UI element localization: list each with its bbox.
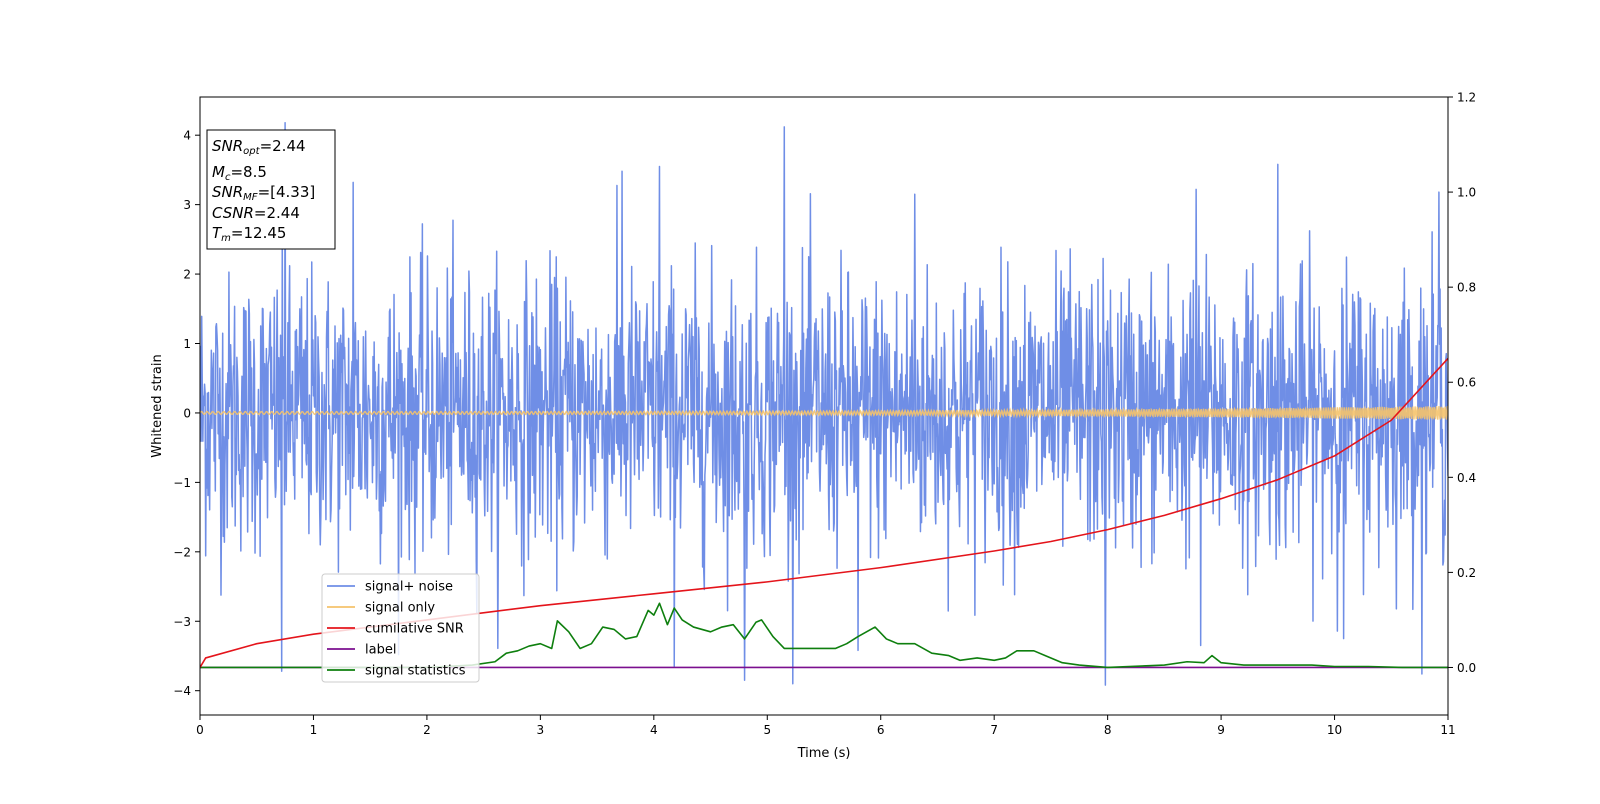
y-tick-label-left: 1 bbox=[183, 337, 191, 351]
x-axis-label: Time (s) bbox=[797, 746, 851, 761]
y-tick-label-left: 4 bbox=[183, 129, 191, 143]
annotation-frame bbox=[206, 129, 336, 250]
x-tick-label: 2 bbox=[423, 723, 431, 737]
y-tick-label-right: 0.4 bbox=[1457, 471, 1476, 485]
x-tick-label: 11 bbox=[1440, 723, 1455, 737]
x-tick-label: 8 bbox=[1104, 723, 1112, 737]
right-y-axis: 0.0 0.2 0.4 0.6 0.8 1.0 1.2 bbox=[1448, 91, 1476, 675]
y-tick-label-left: −4 bbox=[173, 684, 191, 698]
series-cumulative-snr-line bbox=[200, 357, 1448, 668]
legend-label: signal statistics bbox=[365, 664, 466, 679]
annotation-line: CSNR=2.44 bbox=[212, 204, 300, 222]
legend: signal+ noise signal only cumilative SNR la… bbox=[321, 573, 480, 683]
x-tick-label: 5 bbox=[763, 723, 771, 737]
x-axis: 0 1 2 3 4 5 6 7 8 9 10 11 bbox=[196, 715, 1456, 737]
x-tick-label: 4 bbox=[650, 723, 658, 737]
series-signal-noise-line bbox=[200, 121, 1448, 686]
y-tick-label-left: 2 bbox=[183, 268, 191, 282]
series-signal-statistics-line bbox=[200, 602, 1448, 669]
y-axis-label: Whitened strain bbox=[150, 354, 165, 457]
left-y-axis: −4 −3 −2 −1 0 1 2 3 4 bbox=[173, 129, 200, 698]
y-tick-label-right: 1.0 bbox=[1457, 186, 1476, 200]
x-tick-label: 0 bbox=[196, 723, 204, 737]
y-tick-label-right: 0.8 bbox=[1457, 281, 1476, 295]
y-tick-label-left: −2 bbox=[173, 545, 191, 559]
x-tick-label: 7 bbox=[990, 723, 998, 737]
y-tick-label-left: −3 bbox=[173, 615, 191, 629]
series-signal-only-line bbox=[200, 405, 1448, 421]
x-tick-label: 6 bbox=[877, 723, 885, 737]
plot-frame bbox=[199, 96, 1449, 716]
legend-label: signal+ noise bbox=[365, 580, 453, 595]
y-tick-label-right: 1.2 bbox=[1457, 91, 1476, 105]
legend-frame bbox=[321, 573, 480, 683]
annotation-line: Mc=8.5 bbox=[212, 163, 267, 183]
annotation-line: SNRMF=[4.33] bbox=[212, 183, 315, 203]
y-tick-label-left: −1 bbox=[173, 476, 191, 490]
y-tick-label-right: 0.0 bbox=[1457, 661, 1476, 675]
x-tick-label: 1 bbox=[310, 723, 318, 737]
x-tick-label: 3 bbox=[537, 723, 545, 737]
legend-label: signal only bbox=[365, 601, 435, 616]
y-tick-label-right: 0.2 bbox=[1457, 566, 1476, 580]
legend-label: label bbox=[365, 643, 396, 658]
legend-label: cumilative SNR bbox=[365, 622, 464, 637]
y-tick-label-left: 3 bbox=[183, 198, 191, 212]
y-tick-label-right: 0.6 bbox=[1457, 376, 1476, 390]
y-tick-label-left: 0 bbox=[183, 406, 191, 420]
x-tick-label: 9 bbox=[1217, 723, 1225, 737]
annotation-line: SNRopt=2.44 bbox=[212, 137, 306, 157]
annotation-line: Tm=12.45 bbox=[212, 224, 286, 244]
x-tick-label: 10 bbox=[1327, 723, 1342, 737]
